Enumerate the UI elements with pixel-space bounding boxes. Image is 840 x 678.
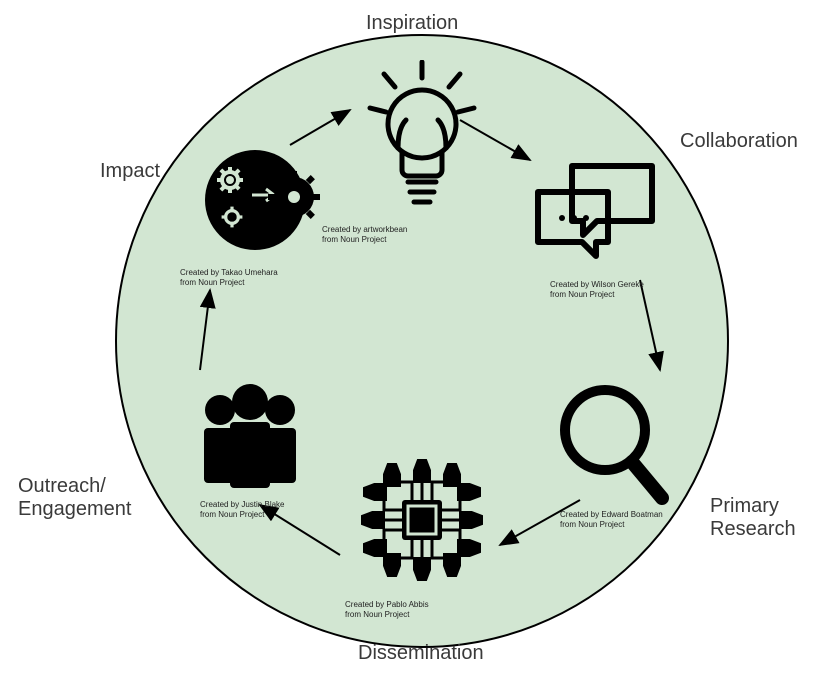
lightbulb-icon	[362, 60, 482, 210]
people-icon	[190, 380, 310, 490]
credit-research: Created by Edward Boatman from Noun Proj…	[560, 510, 663, 529]
credit-impact: Created by Takao Umehara from Noun Proje…	[180, 268, 278, 287]
credit-collaboration: Created by Wilson Gereke from Noun Proje…	[550, 280, 644, 299]
credit-dissemination: Created by Pablo Abbis from Noun Project	[345, 600, 429, 619]
label-inspiration: Inspiration	[366, 12, 458, 35]
label-collaboration: Collaboration	[680, 130, 798, 153]
gears-icon	[200, 145, 320, 255]
chat-icon	[530, 160, 660, 275]
label-impact: Impact	[100, 160, 160, 183]
diagram-canvas: Inspiration Created by artworkbean from …	[0, 0, 840, 678]
credit-inspiration: Created by artworkbean from Noun Project	[322, 225, 407, 244]
magnifier-icon	[550, 380, 670, 510]
chip-icon	[352, 450, 492, 590]
label-dissemination: Dissemination	[358, 642, 484, 665]
label-outreach: Outreach/ Engagement	[18, 475, 131, 521]
label-research: Primary Research	[710, 495, 796, 541]
credit-outreach: Created by Justin Blake from Noun Projec…	[200, 500, 285, 519]
